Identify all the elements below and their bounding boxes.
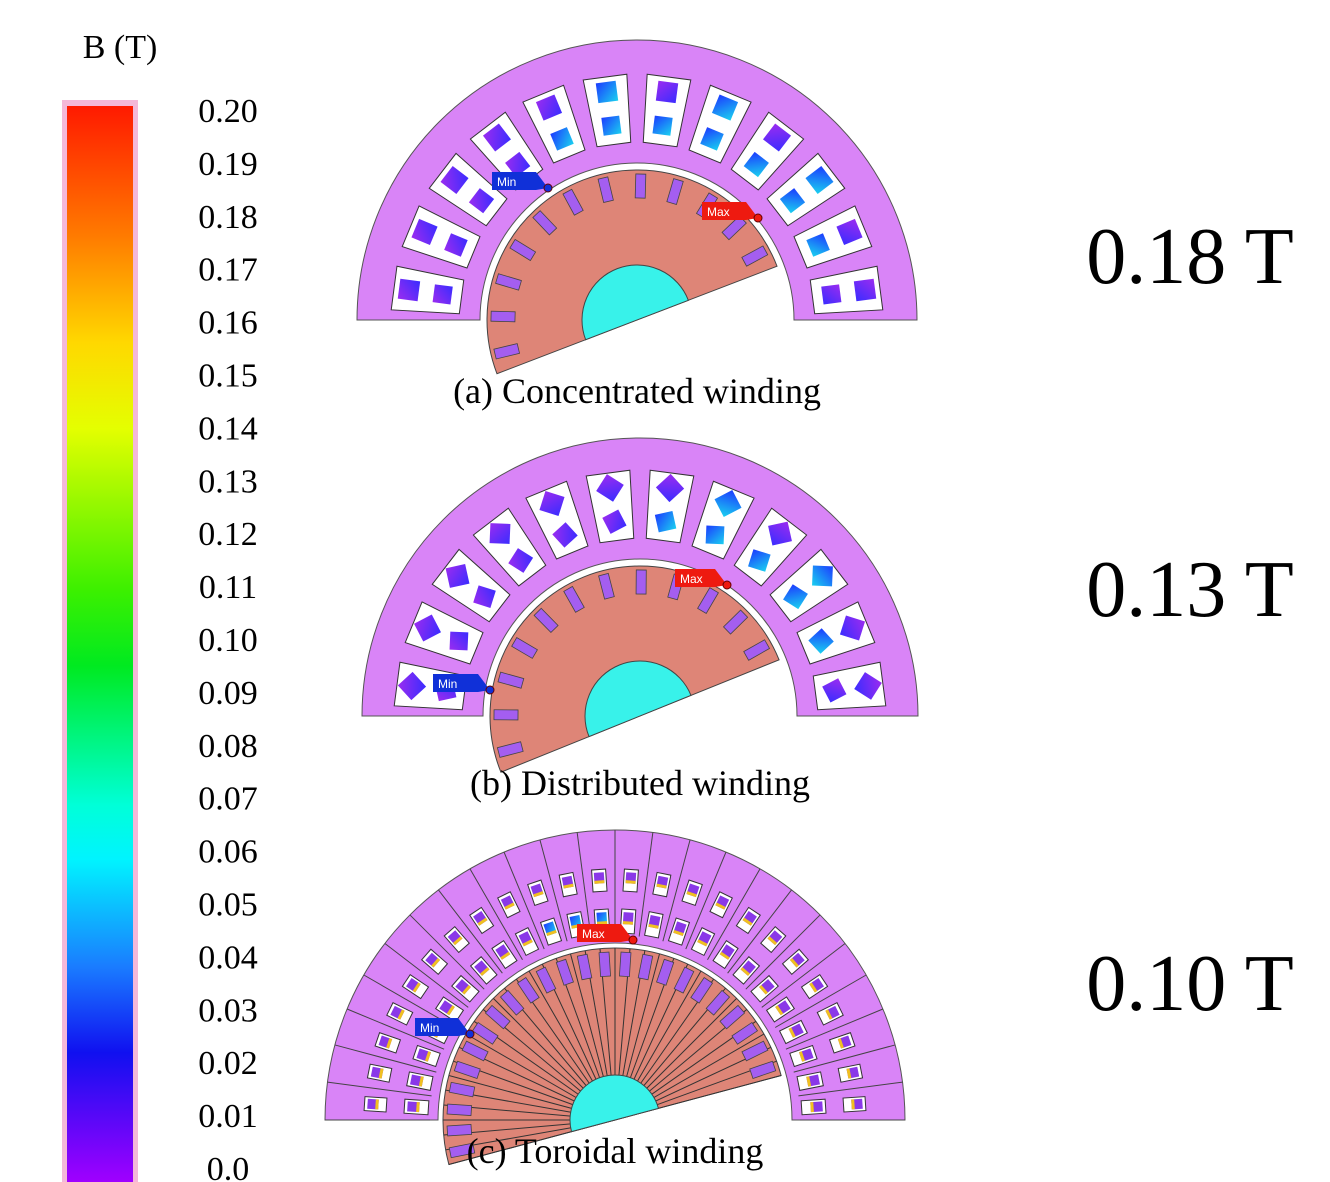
colorbar-tick-label: 0.04	[198, 939, 258, 976]
coil	[596, 81, 618, 103]
panel-caption: (c) Toroidal winding	[467, 1131, 764, 1171]
min-label: Min	[497, 175, 516, 189]
coil	[706, 526, 725, 545]
colorbar-tick-label: 0.15	[198, 358, 258, 395]
motor-diagram: Min Max	[357, 40, 917, 374]
field-value: 0.18 T	[1086, 213, 1293, 301]
rotor-bar	[494, 710, 518, 720]
slot	[592, 869, 607, 892]
max-point	[754, 214, 762, 222]
colorbar-tick-label: 0.13	[198, 463, 258, 500]
colorbar-tick-label: 0.05	[198, 887, 258, 924]
colorbar-tick-label: 0.01	[198, 1098, 258, 1135]
coil	[655, 511, 676, 532]
coil	[854, 279, 876, 301]
colorbar-tick-label: 0.09	[198, 675, 258, 712]
colorbar-tick-label: 0.20	[198, 93, 258, 130]
coil	[821, 284, 841, 304]
max-label: Max	[680, 572, 703, 586]
rotor-bar	[447, 1104, 472, 1116]
max-point	[723, 581, 731, 589]
slot	[843, 1097, 866, 1112]
min-point	[466, 1030, 474, 1038]
colorbar-tick-label: 0.17	[198, 252, 258, 289]
colorbar-tick-label: 0.19	[198, 146, 258, 183]
rotor-bar	[636, 570, 646, 594]
slot	[623, 869, 638, 892]
colorbar-tick-label: 0.10	[198, 622, 258, 659]
coil	[433, 284, 453, 304]
colorbar	[67, 106, 133, 1182]
coil	[812, 566, 833, 587]
rotor-bar	[635, 174, 646, 198]
slot	[801, 1099, 826, 1115]
rotor-bar	[619, 952, 631, 977]
motor-diagram: Min Max	[362, 438, 918, 772]
field-value: 0.10 T	[1086, 940, 1293, 1028]
panel-caption: (b) Distributed winding	[470, 763, 810, 803]
colorbar-title: B (T)	[83, 29, 158, 66]
min-point	[486, 686, 494, 694]
min-point	[544, 184, 552, 192]
coil	[656, 81, 678, 103]
coil	[768, 522, 792, 546]
coil	[652, 116, 672, 136]
rotor-bar	[491, 311, 515, 322]
rotor-bar	[599, 952, 611, 977]
slot	[404, 1099, 429, 1115]
colorbar-tick-label: 0.06	[198, 834, 258, 871]
coil	[446, 564, 470, 588]
max-point	[629, 936, 637, 944]
min-label: Min	[420, 1021, 439, 1035]
field-value: 0.13 T	[1086, 546, 1293, 634]
colorbar-tick-label: 0.02	[198, 1045, 258, 1082]
max-label: Max	[707, 205, 730, 219]
colorbar-tick-label: 0.08	[198, 728, 258, 765]
figure: B (T) 0.20 0.19 0.18 0.17 0.16 0.15 0.14 0.13 0.…	[0, 0, 1330, 1182]
motor-diagram: Min Max	[325, 830, 905, 1165]
colorbar-tick-label: 0.11	[199, 569, 257, 606]
colorbar-tick-label: 0.18	[198, 199, 258, 236]
coil	[601, 116, 621, 136]
colorbar-tick-label: 0.14	[198, 410, 258, 447]
panel-caption: (a) Concentrated winding	[453, 371, 821, 411]
slot	[364, 1097, 387, 1112]
colorbar-tick-label: 0.0	[207, 1151, 250, 1182]
colorbar-tick-label: 0.16	[198, 305, 258, 342]
colorbar-tick-label: 0.12	[198, 516, 258, 553]
colorbar-tick-label: 0.07	[198, 781, 258, 818]
coil	[398, 279, 420, 301]
colorbar-tick-label: 0.03	[198, 992, 258, 1029]
min-label: Min	[438, 677, 457, 691]
max-label: Max	[582, 927, 605, 941]
coil	[490, 523, 511, 544]
coil	[450, 632, 469, 651]
